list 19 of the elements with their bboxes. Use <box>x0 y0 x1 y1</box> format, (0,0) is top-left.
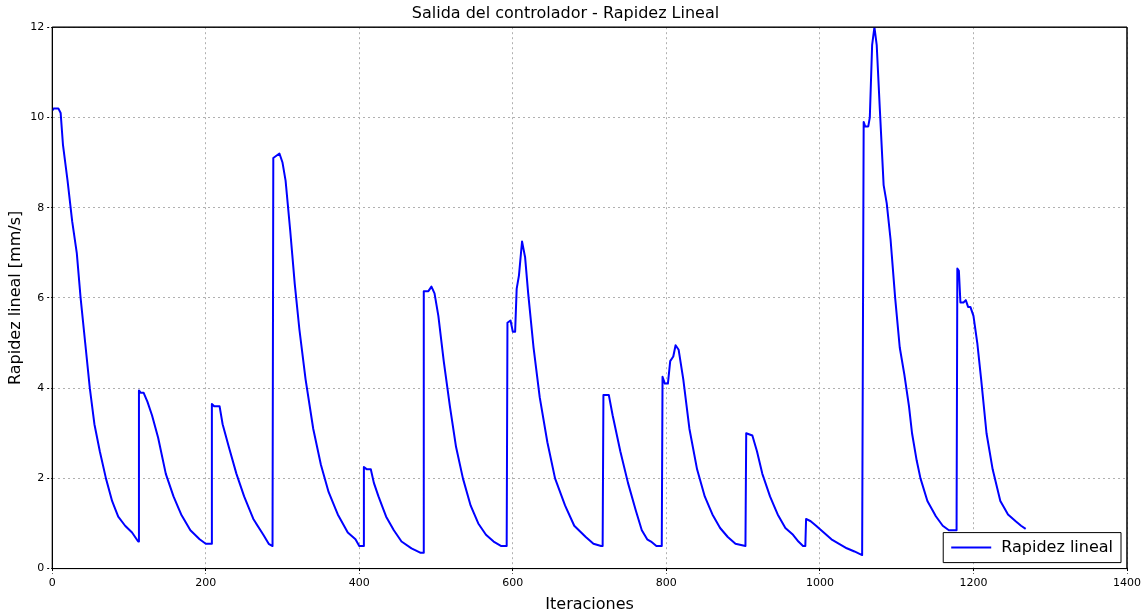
x-tick-label: 1200 <box>959 576 988 590</box>
x-tick-label: 600 <box>502 576 524 590</box>
x-tick-label: 1400 <box>1113 576 1141 590</box>
chart-title: Salida del controlador - Rapidez Lineal <box>411 2 720 22</box>
y-tick-label: 8 <box>37 200 45 214</box>
y-axis-title: Rapidez lineal [mm/s] <box>4 210 24 386</box>
y-tick-label: 6 <box>37 290 45 304</box>
x-tick-label: 200 <box>195 576 217 590</box>
x-axis-title: Iteraciones <box>545 593 634 613</box>
x-tick-label: 1000 <box>805 576 834 590</box>
y-tick-label: 12 <box>30 20 45 34</box>
x-tick-label: 0 <box>48 576 56 590</box>
x-tick-label: 800 <box>655 576 677 590</box>
legend-label: Rapidez lineal <box>1001 536 1113 556</box>
y-tick-label: 0 <box>37 561 45 575</box>
y-tick-label: 4 <box>37 380 45 394</box>
y-tick-label: 2 <box>37 471 45 485</box>
x-tick-label: 400 <box>348 576 370 590</box>
y-tick-label: 10 <box>30 110 45 124</box>
